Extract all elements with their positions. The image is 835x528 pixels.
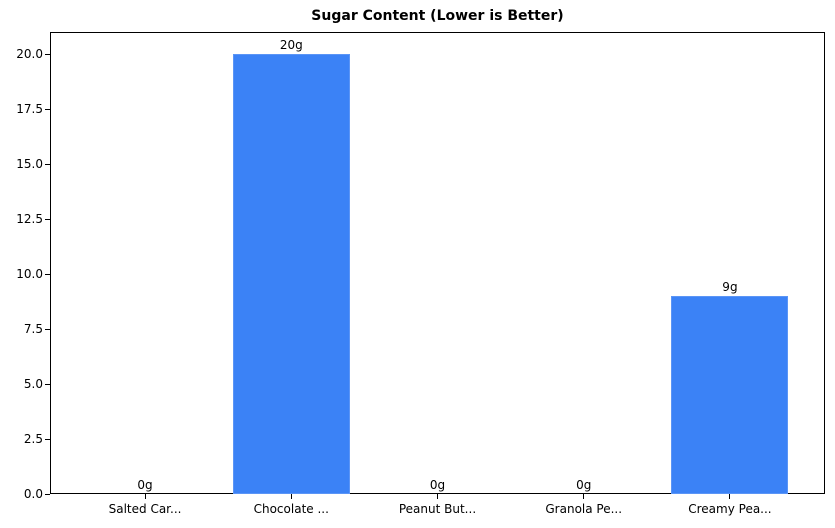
y-tick	[45, 163, 50, 165]
y-tick-label: 20.0	[16, 47, 43, 61]
x-tick-label: Granola Pe...	[545, 502, 623, 516]
y-tick-label: 12.5	[16, 212, 43, 226]
x-tick	[290, 494, 292, 499]
x-tick	[583, 494, 585, 499]
y-tick-label: 7.5	[23, 322, 43, 336]
y-tick	[45, 218, 50, 220]
plot-area	[50, 32, 825, 494]
bar	[671, 296, 789, 494]
y-tick-label: 15.0	[16, 157, 43, 171]
x-tick-label: Salted Car...	[108, 502, 182, 516]
y-tick-label: 0.0	[23, 487, 43, 501]
y-tick	[45, 53, 50, 55]
bar-value-label: 0g	[576, 478, 592, 492]
x-tick-label: Creamy Pea...	[688, 502, 772, 516]
y-tick	[45, 273, 50, 275]
x-tick-label: Chocolate ...	[253, 502, 329, 516]
x-tick	[729, 494, 731, 499]
bar-value-label: 9g	[722, 280, 738, 294]
x-tick	[144, 494, 146, 499]
y-tick	[45, 108, 50, 110]
y-tick-label: 2.5	[23, 432, 43, 446]
y-tick-label: 5.0	[23, 377, 43, 391]
y-tick	[45, 493, 50, 495]
y-tick	[45, 438, 50, 440]
bar-value-label: 0g	[429, 478, 446, 492]
chart-title: Sugar Content (Lower is Better)	[311, 8, 564, 24]
y-tick-label: 10.0	[16, 267, 43, 281]
bar-value-label: 0g	[137, 478, 153, 492]
y-tick-label: 17.5	[16, 102, 43, 116]
x-tick	[437, 494, 438, 499]
x-tick-label: Peanut But...	[398, 502, 477, 516]
bar-value-label: 20g	[279, 38, 303, 52]
y-tick	[45, 328, 50, 330]
y-tick	[45, 383, 50, 385]
bar	[232, 54, 350, 494]
